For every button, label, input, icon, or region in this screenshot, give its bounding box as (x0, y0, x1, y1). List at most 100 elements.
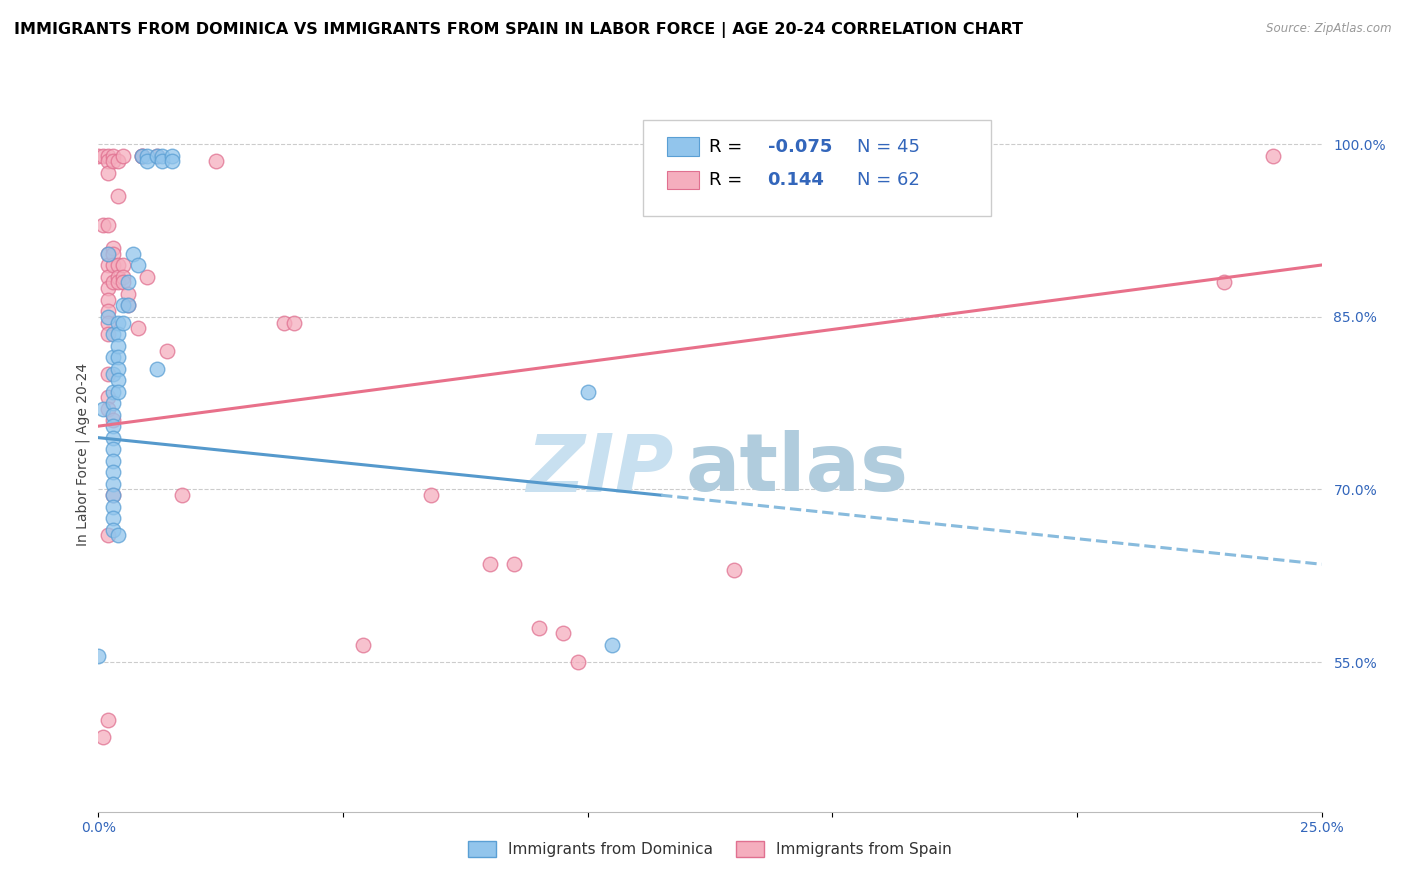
Point (101, 442, 124, 457)
Point (107, 361, 129, 376)
Point (97, 154, 120, 169)
Point (101, 396, 124, 410)
Point (146, 149, 169, 163)
FancyBboxPatch shape (668, 137, 699, 156)
Point (101, 258, 124, 272)
Point (91, 401, 114, 416)
Point (91, 149, 114, 163)
Point (111, 316, 134, 330)
Point (101, 384, 124, 399)
Point (97, 713, 120, 727)
Point (107, 316, 129, 330)
Point (600, 638, 623, 652)
Point (97, 368, 120, 382)
Point (91, 730, 114, 744)
Point (273, 316, 295, 330)
Point (117, 298, 139, 312)
Point (97, 246, 120, 260)
Point (527, 621, 550, 635)
Point (107, 528, 129, 542)
Point (97, 304, 120, 318)
Point (97, 218, 120, 232)
Text: ZIP: ZIP (526, 430, 673, 508)
Text: R =: R = (709, 171, 748, 189)
Point (107, 154, 129, 169)
Point (1261, 149, 1284, 163)
Point (101, 511, 124, 525)
Point (117, 298, 139, 312)
Point (97, 390, 120, 404)
Text: atlas: atlas (686, 430, 908, 508)
FancyBboxPatch shape (643, 120, 991, 216)
Point (107, 384, 129, 399)
Point (97, 258, 120, 272)
Point (87, 649, 110, 664)
Point (111, 275, 134, 289)
Point (420, 488, 443, 502)
Point (101, 488, 124, 502)
Point (101, 246, 124, 260)
Point (101, 431, 124, 445)
Point (567, 655, 589, 669)
Point (101, 488, 124, 502)
Point (107, 275, 129, 289)
Point (97, 281, 120, 295)
Point (101, 453, 124, 467)
Text: -0.075: -0.075 (768, 137, 832, 155)
Point (723, 563, 745, 577)
Point (150, 154, 173, 169)
Point (101, 327, 124, 342)
Point (101, 500, 124, 514)
Point (920, 154, 942, 169)
Point (111, 258, 134, 272)
Point (101, 465, 124, 479)
Point (101, 419, 124, 434)
Point (97, 166, 120, 180)
Point (101, 413, 124, 427)
Point (107, 189, 129, 203)
Text: Source: ZipAtlas.com: Source: ZipAtlas.com (1267, 22, 1392, 36)
Legend: Immigrants from Dominica, Immigrants from Spain: Immigrants from Dominica, Immigrants fro… (461, 833, 959, 864)
Point (160, 149, 183, 163)
Point (146, 149, 169, 163)
Point (97, 293, 120, 307)
Point (478, 558, 501, 572)
Y-axis label: In Labor Force | Age 20-24: In Labor Force | Age 20-24 (76, 363, 90, 547)
Point (111, 269, 134, 284)
Point (101, 408, 124, 422)
Point (101, 523, 124, 537)
Point (101, 275, 124, 289)
Point (1212, 275, 1234, 289)
Point (131, 149, 153, 163)
Point (97, 246, 120, 260)
Point (107, 338, 129, 352)
Point (117, 286, 139, 301)
Point (723, 149, 745, 163)
Point (136, 149, 159, 163)
Point (97, 401, 120, 416)
Point (97, 149, 120, 163)
Point (101, 241, 124, 255)
Point (553, 626, 575, 640)
Point (127, 321, 149, 335)
Point (97, 528, 120, 542)
Point (107, 258, 129, 272)
Point (136, 269, 159, 284)
Point (97, 316, 120, 330)
Point (101, 154, 124, 169)
Point (117, 275, 139, 289)
Text: IMMIGRANTS FROM DOMINICA VS IMMIGRANTS FROM SPAIN IN LABOR FORCE | AGE 20-24 COR: IMMIGRANTS FROM DOMINICA VS IMMIGRANTS F… (14, 22, 1024, 38)
Point (97, 310, 120, 324)
Point (121, 246, 143, 260)
Point (107, 327, 129, 342)
Point (101, 149, 124, 163)
Point (576, 384, 599, 399)
Point (156, 344, 179, 359)
Point (146, 361, 169, 376)
Point (131, 149, 153, 163)
Point (111, 298, 134, 312)
Point (205, 154, 228, 169)
Point (503, 558, 526, 572)
Point (101, 350, 124, 364)
Point (136, 154, 159, 169)
